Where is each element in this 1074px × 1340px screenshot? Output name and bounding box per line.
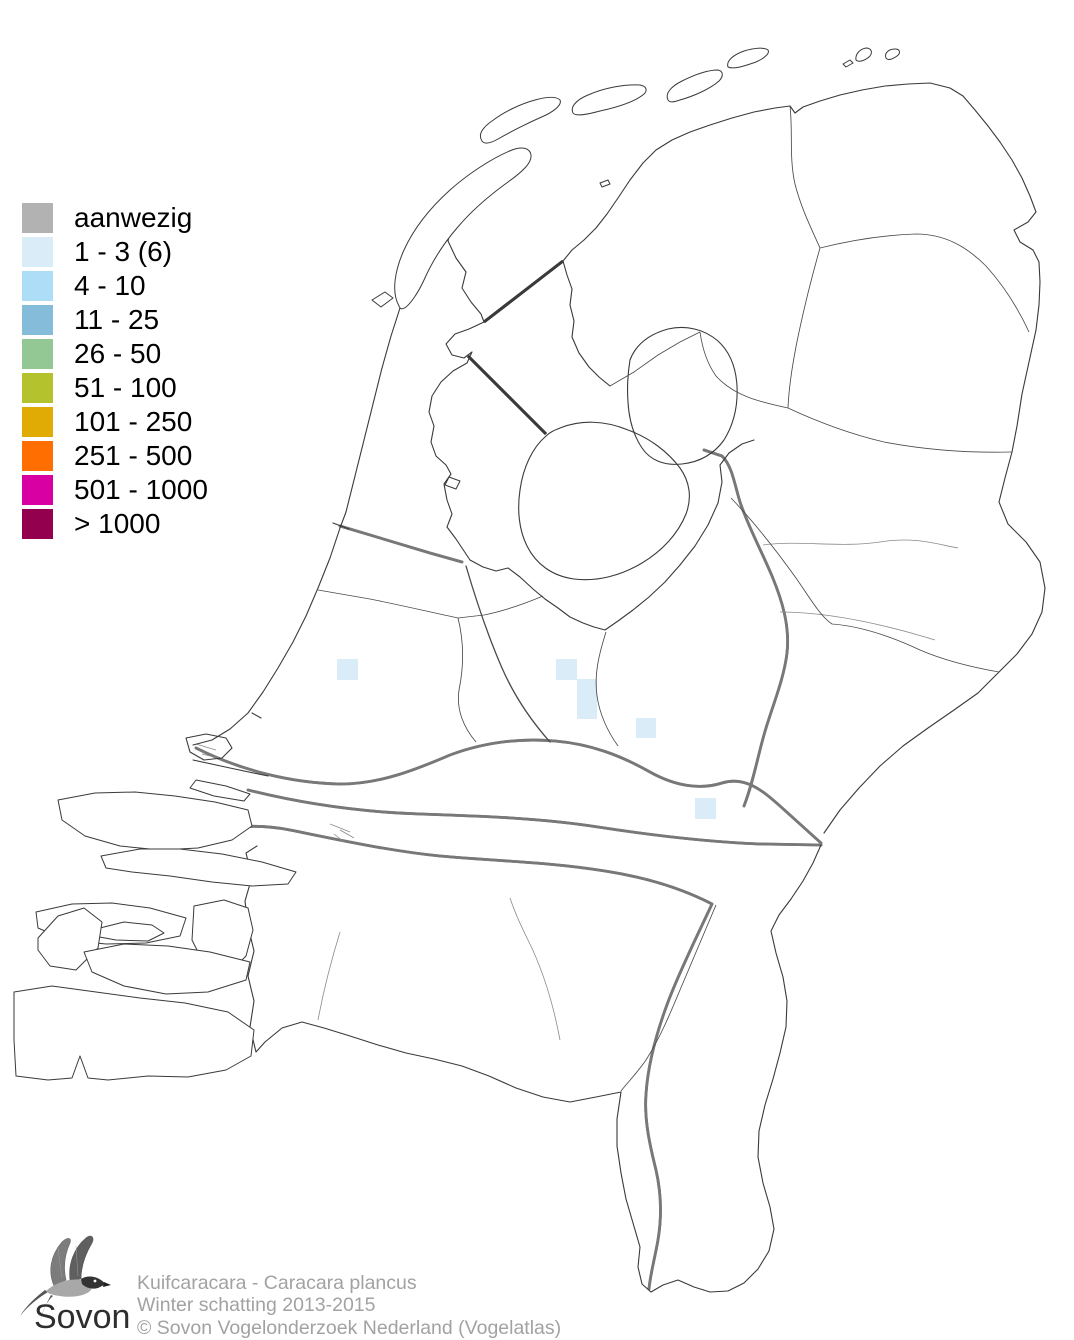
coastline xyxy=(185,82,1046,1293)
atlas-square xyxy=(337,659,358,680)
legend: aanwezig 1 - 3 (6) 4 - 10 11 - 25 26 - 5… xyxy=(22,201,208,541)
legend-item-label: aanwezig xyxy=(74,202,193,233)
legend-color-swatch xyxy=(22,237,53,267)
legend-item-label: 51 - 100 xyxy=(74,372,177,403)
legend-item: 11 - 25 xyxy=(22,303,208,337)
season-label: Winter schatting 2013-2015 xyxy=(137,1294,376,1317)
atlas-squares-layer xyxy=(337,659,716,819)
sovon-wordmark: Sovon xyxy=(34,1298,131,1336)
legend-item-label: 11 - 25 xyxy=(74,304,160,335)
legend-item: 26 - 50 xyxy=(22,337,208,371)
legend-item: aanwezig xyxy=(22,201,208,235)
legend-color-swatch xyxy=(22,441,53,471)
legend-color-swatch xyxy=(22,475,53,505)
legend-item: 1 - 3 (6) xyxy=(22,235,208,269)
legend-item-label: 501 - 1000 xyxy=(74,474,208,505)
legend-item: > 1000 xyxy=(22,507,208,541)
province-borders xyxy=(317,105,1030,1092)
species-name: Kuifcaracara - Caracara plancus xyxy=(137,1272,417,1294)
legend-item: 4 - 10 xyxy=(22,269,208,303)
legend-color-swatch xyxy=(22,407,53,437)
dikes xyxy=(466,259,565,436)
legend-item-label: 1 - 3 (6) xyxy=(74,236,173,267)
legend-color-swatch xyxy=(22,509,53,539)
sovon-logo xyxy=(20,1235,111,1322)
legend-color-swatch xyxy=(22,271,53,301)
legend-color-swatch xyxy=(22,339,53,369)
swallow-icon xyxy=(20,1235,111,1322)
legend-item-label: 101 - 250 xyxy=(74,406,193,437)
atlas-square xyxy=(577,699,597,719)
atlas-square xyxy=(636,718,656,738)
legend-color-swatch xyxy=(22,305,53,335)
legend-color-swatch xyxy=(22,373,53,403)
legend-item-label: > 1000 xyxy=(74,508,161,539)
rivers xyxy=(178,448,823,1291)
minor-rivers xyxy=(195,539,959,1041)
legend-item: 101 - 250 xyxy=(22,405,208,439)
legend-item: 501 - 1000 xyxy=(22,473,208,507)
legend-item: 251 - 500 xyxy=(22,439,208,473)
copyright-line: © Sovon Vogelonderzoek Nederland (Vogela… xyxy=(137,1316,562,1339)
legend-item-label: 251 - 500 xyxy=(74,440,193,471)
legend-item-label: 4 - 10 xyxy=(74,270,146,301)
flevoland-polders xyxy=(518,326,738,581)
atlas-square xyxy=(577,679,597,699)
map-caption: Kuifcaracara - Caracara plancus Winter s… xyxy=(137,1272,561,1339)
legend-color-swatch xyxy=(22,203,53,233)
legend-item: 51 - 100 xyxy=(22,371,208,405)
atlas-square xyxy=(695,798,716,819)
legend-item-label: 26 - 50 xyxy=(74,338,162,369)
islands xyxy=(13,47,900,1081)
amsterdam-rijnkanaal xyxy=(465,565,551,743)
atlas-square xyxy=(556,659,577,680)
